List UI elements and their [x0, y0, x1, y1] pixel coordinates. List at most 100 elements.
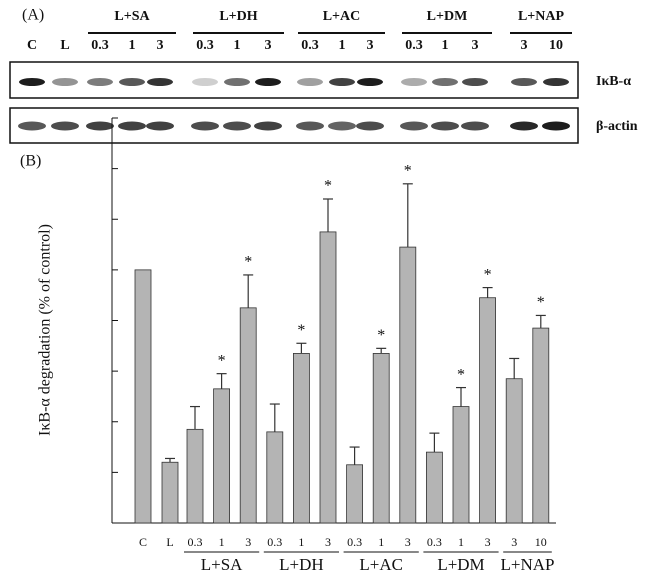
- lane-label: 0.3: [196, 38, 214, 53]
- band: [431, 122, 459, 131]
- band: [51, 122, 79, 131]
- blot-row-label: β-actin: [596, 119, 638, 134]
- band: [147, 78, 173, 86]
- bar: [135, 270, 151, 523]
- x-tick-label: 3: [485, 535, 491, 549]
- x-tick-label: C: [139, 535, 147, 549]
- bar: [267, 432, 283, 523]
- x-tick-label: L: [166, 535, 173, 549]
- band: [401, 78, 427, 86]
- bar: [533, 328, 549, 523]
- lane-label: 0.3: [91, 38, 109, 53]
- band: [328, 122, 356, 131]
- significance-marker: *: [377, 327, 385, 344]
- lane-label: 3: [521, 38, 528, 53]
- band: [191, 122, 219, 131]
- bar: [373, 353, 389, 523]
- y-axis-label: IκB-α degradation (% of control): [37, 224, 54, 436]
- band: [510, 122, 538, 131]
- lane-label: 0.3: [301, 38, 319, 53]
- figure: (A) IκB-α β-actin (B) IκB-α degradation …: [0, 0, 665, 577]
- panel-label: (B): [20, 153, 41, 170]
- blot-row-label: IκB-α: [596, 74, 631, 89]
- lane-label: 1: [442, 38, 449, 53]
- significance-marker: *: [297, 322, 305, 339]
- bar: [400, 247, 416, 523]
- band: [224, 78, 250, 86]
- group-label: L+DH: [219, 9, 257, 24]
- x-tick-label: 0.3: [427, 535, 442, 549]
- band: [223, 122, 251, 131]
- significance-marker: *: [484, 266, 492, 283]
- band: [357, 78, 383, 86]
- x-tick-label: 0.3: [188, 535, 203, 549]
- band: [296, 122, 324, 131]
- significance-marker: *: [457, 366, 465, 383]
- lane-label: L: [60, 38, 69, 53]
- x-tick-label: 10: [535, 535, 547, 549]
- x-tick-label: 3: [405, 535, 411, 549]
- significance-marker: *: [218, 352, 226, 369]
- group-label: L+NAP: [501, 555, 555, 574]
- bar: [426, 452, 442, 523]
- lane-label: 1: [234, 38, 241, 53]
- band: [543, 78, 569, 86]
- band: [542, 122, 570, 131]
- significance-marker: *: [324, 178, 332, 195]
- band: [254, 122, 282, 131]
- band: [461, 122, 489, 131]
- x-tick-label: 1: [458, 535, 464, 549]
- x-tick-label: 3: [325, 535, 331, 549]
- significance-marker: *: [404, 162, 412, 179]
- band: [86, 122, 114, 131]
- group-label: L+AC: [359, 555, 403, 574]
- band: [255, 78, 281, 86]
- band: [52, 78, 78, 86]
- band: [119, 78, 145, 86]
- bar: [293, 353, 309, 523]
- bar: [480, 298, 496, 523]
- bar: [187, 429, 203, 523]
- band: [329, 78, 355, 86]
- lane-label: 3: [367, 38, 374, 53]
- band: [118, 122, 146, 131]
- band: [511, 78, 537, 86]
- lane-label: 3: [157, 38, 164, 53]
- bar: [453, 407, 469, 523]
- group-label: L+DM: [427, 9, 468, 24]
- panel-label: (A): [22, 7, 44, 24]
- significance-marker: *: [537, 294, 545, 311]
- significance-marker: *: [244, 254, 252, 271]
- lane-label: 1: [339, 38, 346, 53]
- bar: [162, 462, 178, 523]
- group-label: L+SA: [201, 555, 243, 574]
- group-label: L+AC: [323, 9, 361, 24]
- x-tick-label: 0.3: [347, 535, 362, 549]
- band: [356, 122, 384, 131]
- lane-label: 3: [265, 38, 272, 53]
- group-label: L+DH: [279, 555, 324, 574]
- band: [146, 122, 174, 131]
- group-label: L+DM: [437, 555, 484, 574]
- bar: [214, 389, 230, 523]
- band: [19, 78, 45, 86]
- band: [297, 78, 323, 86]
- x-tick-label: 1: [298, 535, 304, 549]
- band: [18, 122, 46, 131]
- x-tick-label: 1: [378, 535, 384, 549]
- band: [432, 78, 458, 86]
- band: [192, 78, 218, 86]
- lane-label: C: [27, 38, 37, 53]
- lane-label: 10: [549, 38, 563, 53]
- bar: [347, 465, 363, 523]
- bar: [506, 379, 522, 523]
- group-label: L+SA: [114, 9, 150, 24]
- lane-label: 0.3: [405, 38, 423, 53]
- x-tick-label: 3: [511, 535, 517, 549]
- lane-label: 1: [129, 38, 136, 53]
- band: [400, 122, 428, 131]
- group-label: L+NAP: [518, 9, 565, 24]
- x-tick-label: 3: [245, 535, 251, 549]
- bar: [320, 232, 336, 523]
- band: [462, 78, 488, 86]
